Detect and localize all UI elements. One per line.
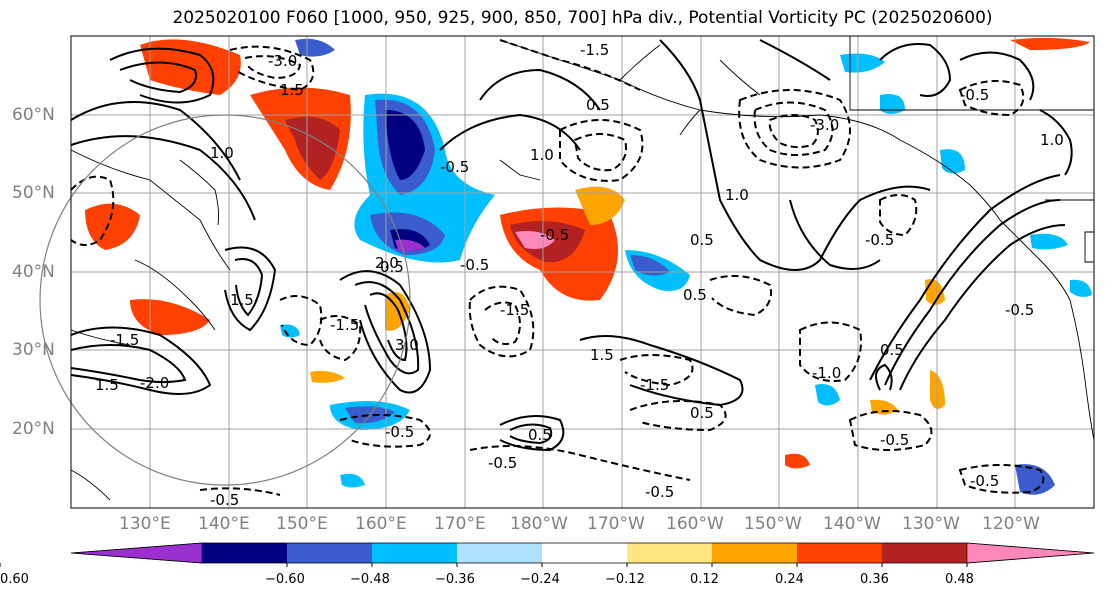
contour-label: 1.5: [280, 81, 304, 99]
colorbar-tick-label: −0.12: [605, 572, 645, 587]
contour-label: 1.0: [530, 146, 554, 164]
projection-circle: [39, 114, 411, 486]
lon-label: 120°W: [982, 514, 1040, 534]
contour-label: -1.5: [110, 331, 139, 349]
lon-label: 150°E: [276, 514, 328, 534]
colorbar-tick-label: −0.60: [265, 572, 305, 587]
lon-label: 140°E: [198, 514, 250, 534]
lon-label: 160°W: [666, 514, 724, 534]
contour-label: -0.5: [960, 86, 989, 104]
colorbar-segment: [627, 543, 712, 563]
contour-label: -2.0: [140, 374, 169, 392]
solid-contours: [70, 39, 1073, 452]
lat-label: 20°N: [12, 419, 55, 439]
colorbar-tick-label: −0.36: [435, 572, 475, 587]
contour-label: -0.5: [488, 454, 517, 472]
contour-label: -0.5: [645, 483, 674, 501]
contour-label: 1.0: [725, 186, 749, 204]
colorbar-segment: [202, 543, 287, 563]
lat-label: 30°N: [12, 340, 55, 360]
map-title: 2025020100 F060 [1000, 950, 925, 900, 85…: [172, 8, 993, 28]
contour-label: -1.0: [812, 364, 841, 382]
colorbar-segment: [372, 543, 457, 563]
colorbar-outline: [70, 542, 1095, 564]
contour-label: 1.0: [210, 144, 234, 162]
colorbar-tick-label: 0.36: [860, 572, 889, 587]
contour-label: 0.5: [528, 426, 552, 444]
lon-label: 130°E: [119, 514, 171, 534]
lon-label: 170°E: [434, 514, 486, 534]
contour-label: 0.5: [880, 341, 904, 359]
contour-labels: -3.0 -0.5 1.0 1.5 2.0 -1.5 0.5 -2.0 3.0 …: [95, 41, 1064, 509]
contour-label: -0.5: [210, 491, 239, 509]
contour-label: 0.5: [683, 286, 707, 304]
lat-label: 40°N: [12, 262, 55, 282]
lon-label: 160°E: [355, 514, 407, 534]
lat-label: 60°N: [12, 105, 55, 125]
colorbar-segment: [966, 542, 1095, 564]
dashed-contours: [70, 39, 1045, 496]
map-border: [70, 35, 1095, 509]
colorbar-segment: [542, 543, 627, 563]
contour-label: -0.5: [880, 431, 909, 449]
negative-div-fill: [280, 38, 1092, 495]
contour-label: -3.0: [268, 52, 297, 70]
colorbar-tick-label: 0.60: [0, 572, 29, 587]
colorbar-tick-label: −0.48: [350, 572, 390, 587]
contour-label: 1.5: [95, 376, 119, 394]
contour-label: -3.0: [810, 116, 839, 134]
contour-label: -1.5: [500, 301, 529, 319]
colorbar-segment: [457, 543, 542, 563]
colorbar-segment: [70, 542, 203, 564]
colorbar-tick-label: 0.12: [690, 572, 719, 587]
contour-label: -0.5: [865, 231, 894, 249]
colorbar-segment: [882, 543, 967, 563]
colorbar-segment: [712, 543, 797, 563]
colorbar-segment: [287, 543, 372, 563]
colorbar-tick-label: 0.48: [945, 572, 974, 587]
contour-label: 2.0: [375, 254, 399, 272]
contour-label: -0.5: [1005, 301, 1034, 319]
lat-label: 50°N: [12, 183, 55, 203]
contour-label: 1.0: [1040, 131, 1064, 149]
contour-label: -0.5: [540, 226, 569, 244]
lon-label: 170°W: [587, 514, 645, 534]
contour-label: -0.5: [970, 472, 999, 490]
contour-label: -1.5: [640, 376, 669, 394]
contour-label: -1.5: [330, 316, 359, 334]
lon-label: 180°W: [510, 514, 568, 534]
lon-label: 130°W: [902, 514, 960, 534]
colorbar-segment: [797, 543, 882, 563]
contour-label: -1.5: [580, 41, 609, 59]
colorbar-tick-label: −0.24: [520, 572, 560, 587]
lon-label: 150°W: [744, 514, 802, 534]
lon-label: 140°W: [823, 514, 881, 534]
contour-label: -0.5: [385, 423, 414, 441]
contour-label: 0.5: [380, 258, 404, 276]
contour-label: 0.5: [690, 404, 714, 422]
contour-label: 3.0: [395, 336, 419, 354]
colorbar-tick-label: 0.24: [775, 572, 804, 587]
contour-label: 0.5: [690, 231, 714, 249]
contour-label: 0.5: [586, 96, 610, 114]
contour-label: -0.5: [440, 158, 469, 176]
colorbar: [0, 542, 1095, 567]
contour-label: -0.5: [460, 256, 489, 274]
contour-label: 1.5: [590, 346, 614, 364]
contour-label: 1.5: [230, 291, 254, 309]
